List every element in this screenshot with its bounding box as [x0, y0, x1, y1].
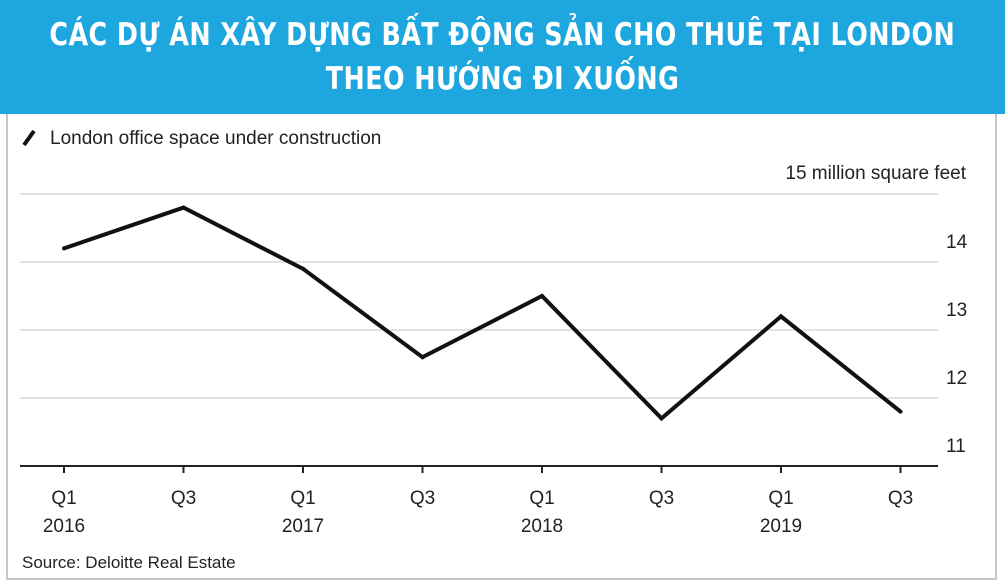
legend-label: London office space under construction: [50, 128, 381, 149]
legend: London office space under construction: [22, 128, 381, 149]
x-tick-label: Q1: [768, 488, 793, 509]
x-tick-year-label: 2016: [43, 516, 85, 537]
x-tick-label: Q3: [888, 488, 913, 509]
x-tick-label: Q1: [290, 488, 315, 509]
x-tick-label: Q1: [529, 488, 554, 509]
data-point: [181, 205, 186, 210]
y-tick-label-14: 14: [946, 232, 968, 253]
tick-layer: 14 13 12 11 Q1 2016 Q3 Q1 2017 Q3 Q1 2018 Q3 Q1 2019 Q3: [43, 232, 968, 537]
x-tick-label: Q1: [51, 488, 76, 509]
x-tick-year-label: 2017: [282, 516, 324, 537]
y-axis-unit-label: 15 million square feet: [785, 163, 966, 184]
x-tick-year-label: 2019: [760, 516, 802, 537]
x-tick-label: Q3: [649, 488, 674, 509]
legend-swatch: [22, 129, 36, 147]
y-tick-label-11: 11: [946, 436, 966, 457]
data-point: [420, 355, 425, 360]
data-point: [659, 416, 664, 421]
data-point: [898, 409, 903, 414]
data-point: [62, 246, 66, 251]
source-note: Source: Deloitte Real Estate: [22, 553, 236, 572]
x-tick-year-label: 2018: [521, 516, 563, 537]
y-tick-label-12: 12: [946, 368, 967, 389]
data-point: [540, 294, 544, 298]
x-tick-label: Q3: [410, 488, 435, 509]
data-point: [301, 266, 305, 271]
x-tick-label: Q3: [171, 488, 196, 509]
series-layer: [62, 205, 903, 422]
y-tick-label-13: 13: [946, 300, 967, 321]
data-point: [779, 314, 783, 319]
series-line: [63, 205, 902, 422]
title-banner: CÁC DỰ ÁN XÂY DỰNG BẤT ĐỘNG SẢN CHO THUÊ…: [0, 0, 1005, 114]
chart-frame: [6, 114, 997, 580]
banner-title-line-2: THEO HƯỚNG ĐI XUỐNG: [325, 61, 680, 97]
banner-title-line-1: CÁC DỰ ÁN XÂY DỰNG BẤT ĐỘNG SẢN CHO THUÊ…: [49, 17, 956, 53]
